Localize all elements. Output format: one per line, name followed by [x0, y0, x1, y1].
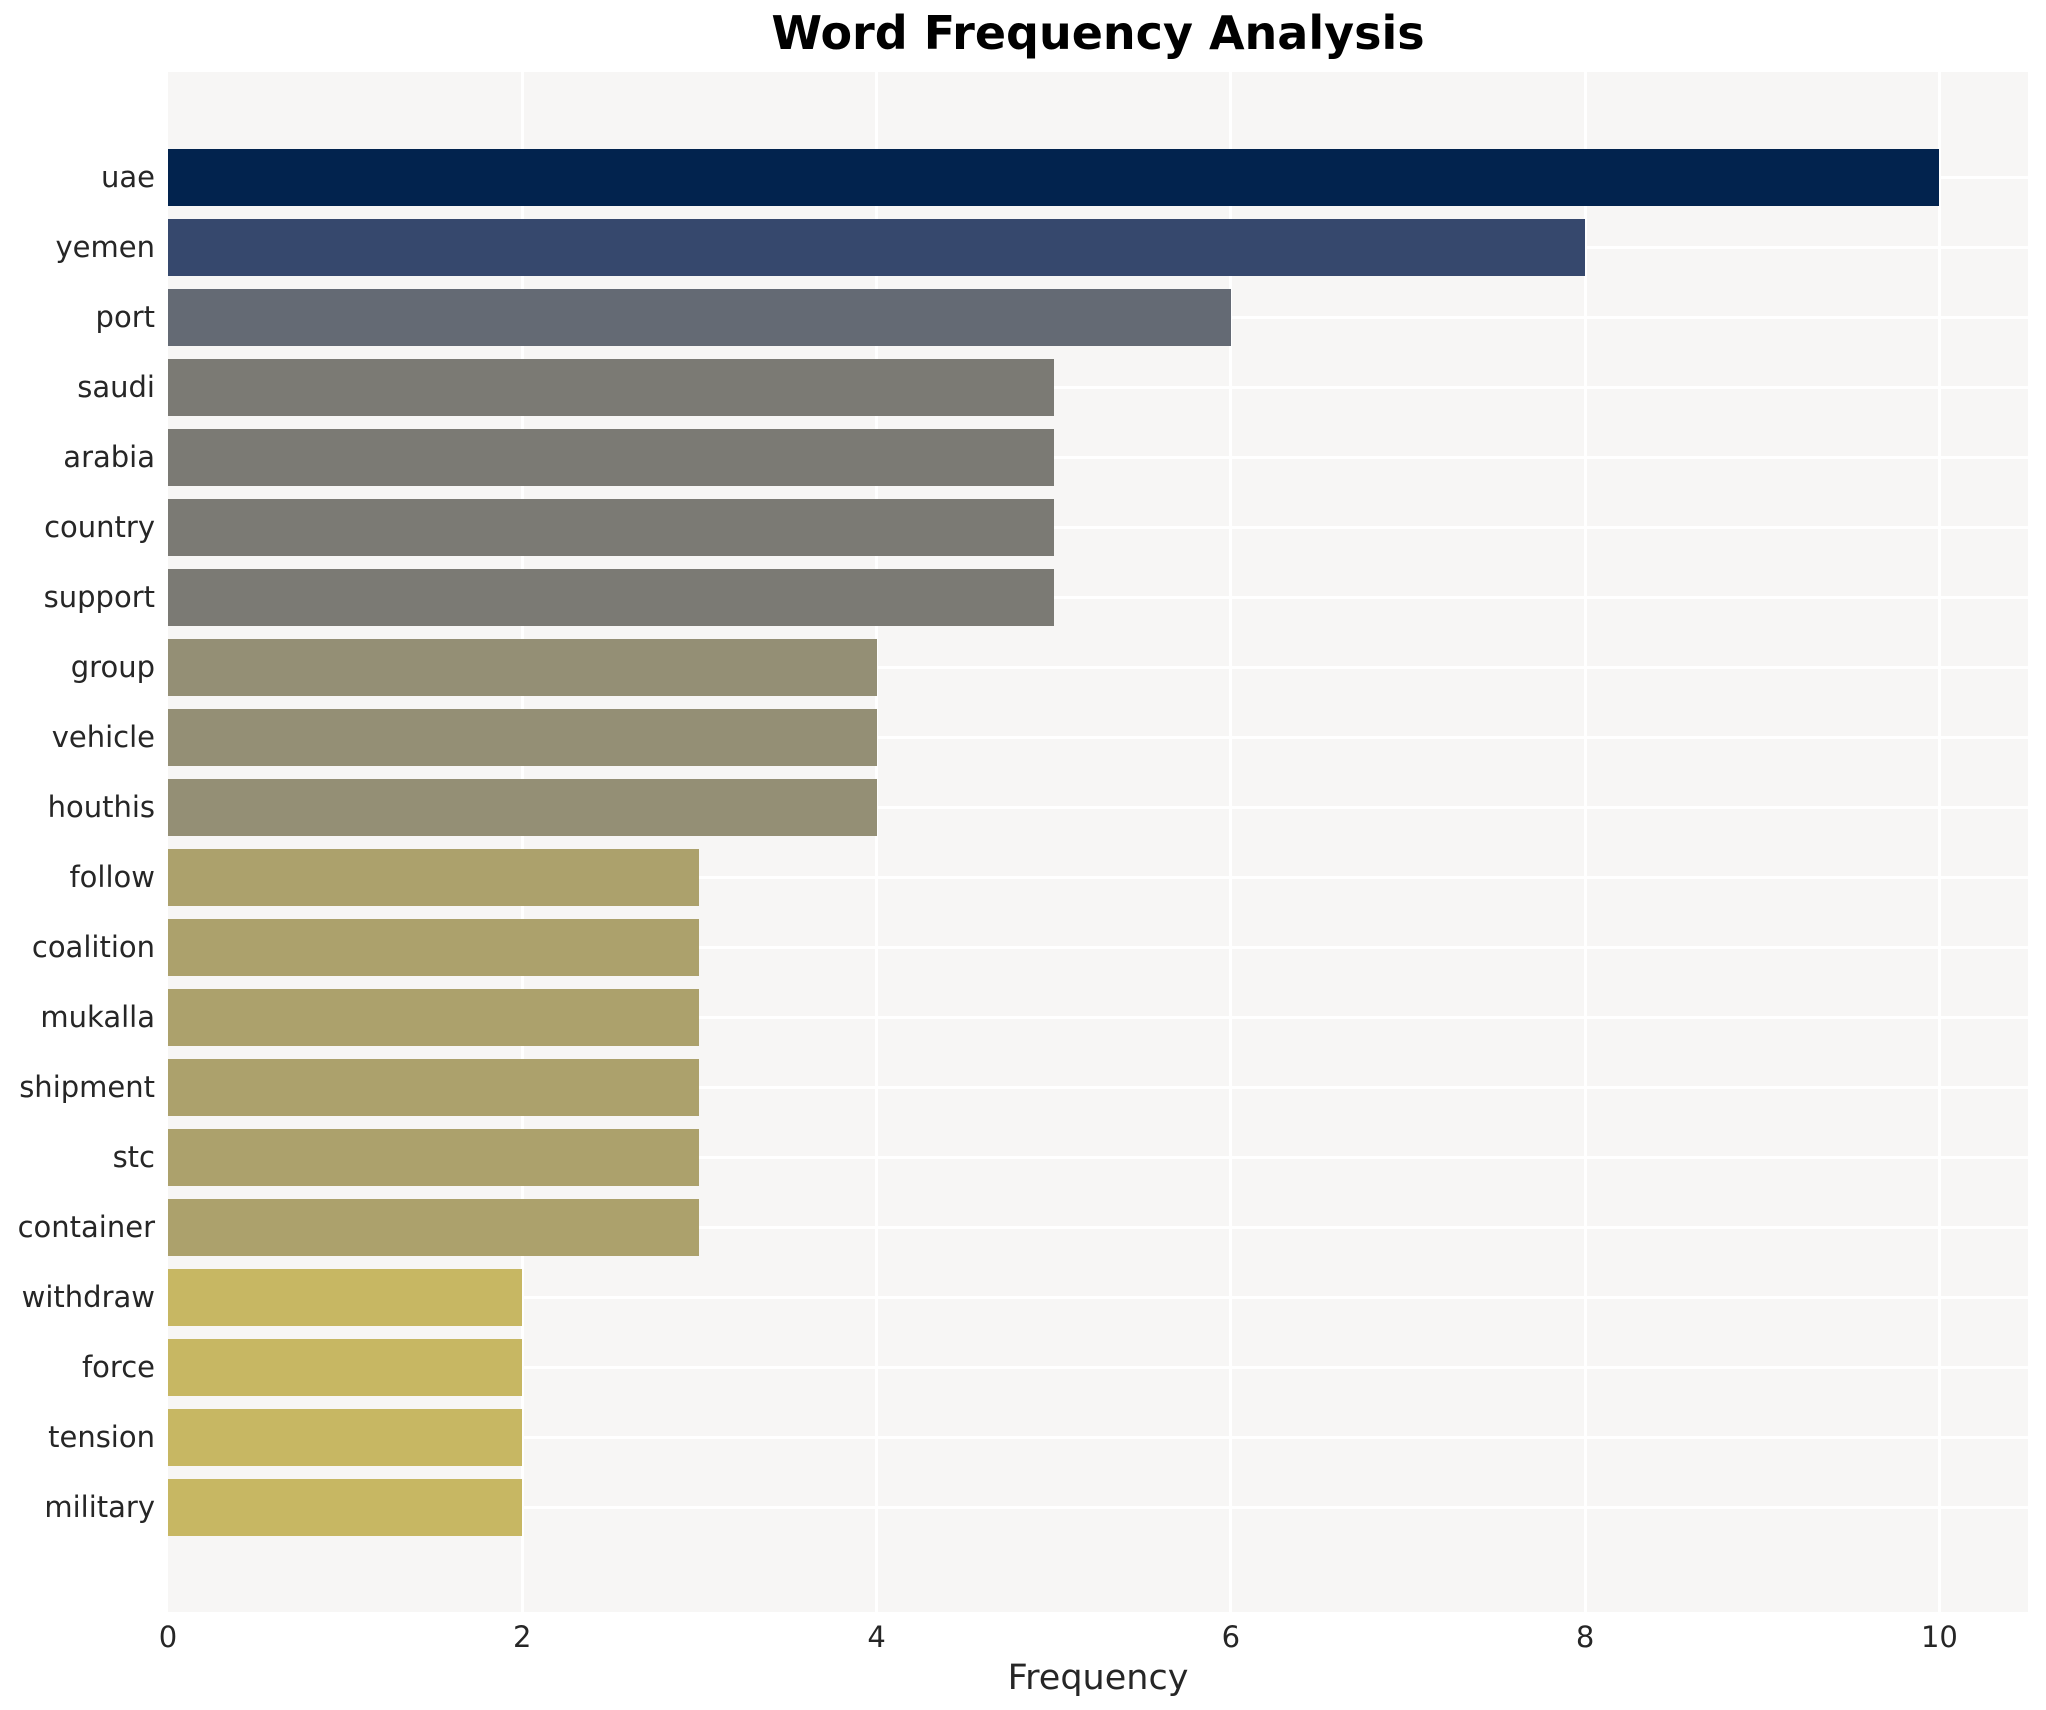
y-gridline-tension [168, 1435, 2028, 1439]
y-gridline-mukalla [168, 1015, 2028, 1019]
y-tick-label-arabia: arabia [63, 440, 155, 474]
y-tick-label-container: container [17, 1210, 155, 1244]
y-tick-label-saudi: saudi [77, 370, 155, 404]
y-tick-label-stc: stc [112, 1140, 155, 1174]
y-tick-label-mukalla: mukalla [40, 1000, 155, 1034]
x-tick-label-6: 6 [1221, 1620, 1241, 1654]
x-tick-label-4: 4 [867, 1620, 886, 1654]
y-gridline-group [168, 665, 2028, 669]
y-tick-label-withdraw: withdraw [21, 1280, 155, 1314]
y-tick-label-tension: tension [48, 1420, 155, 1454]
bar-withdraw [168, 1268, 523, 1326]
y-tick-label-group: group [70, 650, 155, 684]
y-gridline-support [168, 595, 2028, 599]
plot-area [168, 72, 2028, 1612]
y-gridline-houthis [168, 805, 2028, 809]
y-tick-label-military: military [44, 1490, 155, 1524]
y-gridline-follow [168, 875, 2028, 879]
y-tick-label-follow: follow [69, 860, 155, 894]
y-gridline-coalition [168, 945, 2028, 949]
x-gridline-8 [1583, 72, 1587, 1612]
y-gridline-shipment [168, 1085, 2028, 1089]
bar-force [168, 1338, 523, 1396]
bar-houthis [168, 778, 877, 836]
x-gridline-2 [520, 72, 524, 1612]
y-gridline-vehicle [168, 735, 2028, 739]
y-tick-label-force: force [81, 1350, 155, 1384]
bar-stc [168, 1128, 700, 1186]
x-tick-label-8: 8 [1575, 1620, 1595, 1654]
bar-coalition [168, 918, 700, 976]
bar-uae [168, 148, 1940, 206]
x-axis-label: Frequency [1007, 1658, 1189, 1698]
bar-group [168, 638, 877, 696]
x-tick-label-2: 2 [513, 1620, 532, 1654]
bar-arabia [168, 428, 1054, 486]
x-gridline-6 [1229, 72, 1233, 1612]
bar-follow [168, 848, 700, 906]
y-tick-label-uae: uae [101, 160, 155, 194]
bar-saudi [168, 358, 1054, 416]
y-gridline-saudi [168, 385, 2028, 389]
y-gridline-country [168, 525, 2028, 529]
y-tick-label-yemen: yemen [55, 230, 155, 264]
bar-container [168, 1198, 700, 1256]
y-tick-label-support: support [43, 580, 155, 614]
x-gridline-4 [875, 72, 879, 1612]
y-gridline-container [168, 1225, 2028, 1229]
bar-shipment [168, 1058, 700, 1116]
y-tick-label-shipment: shipment [19, 1070, 155, 1104]
bar-vehicle [168, 708, 877, 766]
y-gridline-force [168, 1365, 2028, 1369]
bar-mukalla [168, 988, 700, 1046]
y-gridline-military [168, 1505, 2028, 1509]
y-gridline-stc [168, 1155, 2028, 1159]
x-tick-label-10: 10 [1920, 1620, 1958, 1654]
y-gridline-arabia [168, 455, 2028, 459]
bar-country [168, 498, 1054, 556]
y-tick-label-houthis: houthis [47, 790, 155, 824]
y-tick-label-port: port [95, 300, 155, 334]
x-gridline-10 [1937, 72, 1941, 1612]
bar-military [168, 1478, 523, 1536]
bar-support [168, 568, 1054, 626]
y-gridline-withdraw [168, 1295, 2028, 1299]
bar-tension [168, 1408, 523, 1466]
bar-port [168, 288, 1231, 346]
y-tick-label-country: country [44, 510, 155, 544]
x-tick-label-0: 0 [158, 1620, 178, 1654]
chart-title: Word Frequency Analysis [771, 6, 1425, 60]
y-tick-label-vehicle: vehicle [51, 720, 155, 754]
y-tick-label-coalition: coalition [31, 930, 155, 964]
bar-yemen [168, 218, 1586, 276]
